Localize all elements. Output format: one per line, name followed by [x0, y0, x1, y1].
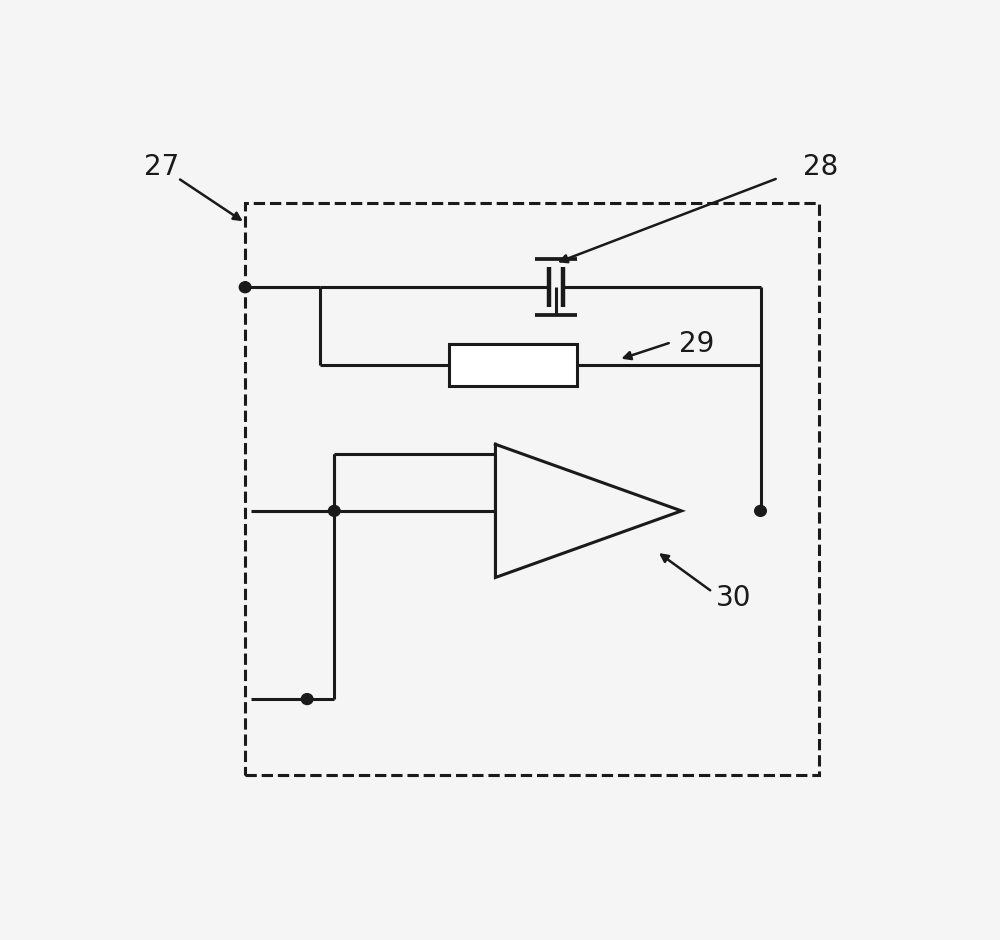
Circle shape [301, 694, 313, 704]
Text: 29: 29 [679, 331, 714, 358]
Text: 27: 27 [144, 153, 180, 181]
Circle shape [239, 282, 251, 292]
Bar [449, 344, 577, 386]
Text: 30: 30 [716, 584, 751, 612]
Text: 28: 28 [803, 153, 838, 181]
Circle shape [755, 506, 766, 516]
Bar [245, 203, 819, 776]
Circle shape [328, 506, 340, 516]
